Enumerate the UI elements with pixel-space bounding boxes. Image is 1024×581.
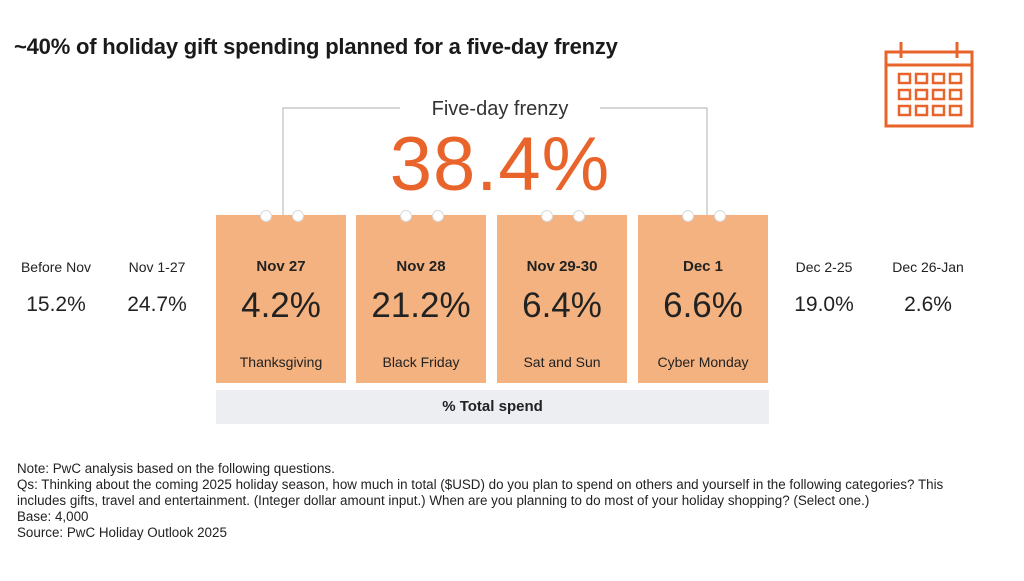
- period-value-dec-26-jan: 2.6%: [904, 293, 952, 316]
- period-label-nov-1-27: Nov 1-27: [128, 259, 186, 275]
- calendar-icon: [884, 42, 974, 128]
- period-card-nov-28: Nov 28 21.2% Black Friday: [356, 210, 486, 383]
- period-label-nov-29-30: Nov 29-30: [526, 258, 598, 275]
- period-value-dec-2-25: 19.0%: [794, 293, 854, 316]
- footnote-note: Note: PwC analysis based on the followin…: [17, 461, 335, 476]
- card-ring: [400, 210, 412, 222]
- chart-title: ~40% of holiday gift spending planned fo…: [14, 34, 618, 59]
- footnote: Note: PwC analysis based on the followin…: [17, 461, 977, 541]
- period-value-nov-27: 4.2%: [241, 286, 321, 325]
- total-spend-label: % Total spend: [216, 390, 769, 424]
- period-value-nov-1-27: 24.7%: [127, 293, 187, 316]
- period-label-dec-26-jan: Dec 26-Jan: [892, 259, 964, 275]
- period-card-dec-1: Dec 1 6.6% Cyber Monday: [638, 210, 768, 383]
- period-value-before-nov: 15.2%: [26, 293, 86, 316]
- footnote-source: Source: PwC Holiday Outlook 2025: [17, 525, 227, 540]
- period-label-nov-27: Nov 27: [256, 258, 306, 275]
- period-label-nov-28: Nov 28: [396, 258, 446, 275]
- frenzy-label: Five-day frenzy: [431, 98, 569, 120]
- card-ring: [292, 210, 304, 222]
- card-ring: [682, 210, 694, 222]
- period-label-dec-1: Dec 1: [682, 258, 724, 275]
- period-value-nov-28: 21.2%: [371, 286, 471, 325]
- card-ring: [573, 210, 585, 222]
- frenzy-value: 38.4%: [389, 122, 611, 207]
- period-note-black-friday: Black Friday: [382, 354, 460, 370]
- period-value-nov-29-30: 6.4%: [522, 286, 602, 325]
- footnote-base: Base: 4,000: [17, 509, 89, 524]
- card-ring: [432, 210, 444, 222]
- period-note-thanksgiving: Thanksgiving: [239, 354, 323, 370]
- period-label-before-nov: Before Nov: [20, 259, 92, 275]
- period-value-dec-1: 6.6%: [663, 286, 743, 325]
- period-note-sat-sun: Sat and Sun: [523, 354, 601, 370]
- card-ring: [714, 210, 726, 222]
- card-ring: [260, 210, 272, 222]
- period-card-nov-27: Nov 27 4.2% Thanksgiving: [216, 210, 346, 383]
- period-label-dec-2-25: Dec 2-25: [795, 259, 853, 275]
- period-card-nov-29-30: Nov 29-30 6.4% Sat and Sun: [497, 210, 627, 383]
- footnote-questions: Qs: Thinking about the coming 2025 holid…: [17, 477, 944, 508]
- period-note-cyber-monday: Cyber Monday: [657, 354, 749, 370]
- card-ring: [541, 210, 553, 222]
